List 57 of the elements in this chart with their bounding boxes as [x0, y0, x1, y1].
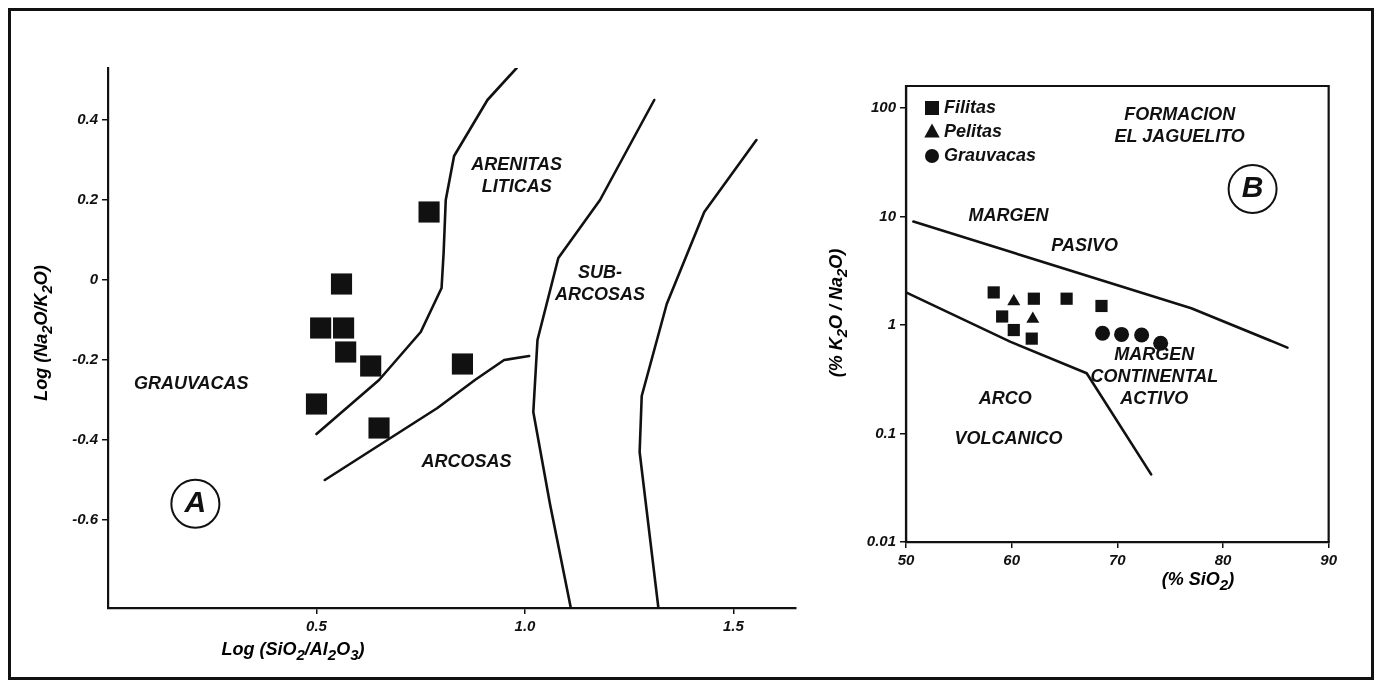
- point: [1027, 292, 1040, 305]
- point: [368, 417, 390, 439]
- point: [1026, 311, 1040, 323]
- y-tick-label: 0.2: [77, 190, 99, 208]
- point: [333, 317, 355, 339]
- legend-label: Grauvacas: [944, 144, 1037, 165]
- y-tick-label: 10: [879, 206, 897, 224]
- x-tick-label: 90: [1320, 551, 1338, 569]
- point: [1114, 326, 1130, 342]
- annotation: PASIVO: [1051, 235, 1118, 256]
- point: [1007, 323, 1020, 337]
- y-tick-label: 0.4: [77, 110, 99, 128]
- point: [987, 286, 1000, 299]
- point: [451, 353, 473, 375]
- annotation: B: [1241, 170, 1264, 204]
- point: [1095, 299, 1108, 313]
- point: [996, 310, 1009, 323]
- annotation: SUB- ARCOSAS: [553, 261, 645, 304]
- annotation: MARGEN CONTINENTAL ACTIVO: [1090, 344, 1219, 409]
- annotation: ARENITAS LITICAS: [470, 153, 563, 196]
- y-tick-label: 1: [887, 315, 896, 333]
- y-tick-label: 0: [89, 270, 99, 288]
- y-tick-label: -0.2: [72, 350, 99, 368]
- y-tick-label: 100: [870, 98, 897, 116]
- annotation: FORMACION EL JAGUELITO: [1114, 103, 1245, 146]
- x-tick-label: 0.5: [306, 617, 328, 635]
- point: [1007, 293, 1021, 306]
- legend-label: Pelitas: [944, 120, 1003, 141]
- x-tick-label: 1.0: [514, 617, 537, 635]
- y-tick-label: -0.4: [72, 430, 99, 448]
- y-tick-label: 0.01: [866, 532, 896, 550]
- legend-label: Filitas: [944, 96, 997, 117]
- annotation: A: [183, 485, 207, 519]
- annotation: ARCOSAS: [420, 451, 512, 472]
- annotation: GRAUVACAS: [133, 372, 249, 393]
- point: [418, 201, 440, 223]
- x-tick-label: 80: [1214, 551, 1232, 569]
- x-tick-label: 60: [1003, 551, 1021, 569]
- point: [360, 355, 382, 377]
- annotation: ARCO: [977, 387, 1032, 408]
- point: [335, 341, 357, 363]
- point: [1134, 327, 1150, 343]
- x-axis-title: (% SiO$_{2}$): [1161, 569, 1235, 593]
- point: [1025, 332, 1038, 345]
- point: [330, 273, 353, 295]
- point: [310, 317, 332, 339]
- y-tick-label: -0.6: [72, 510, 99, 528]
- annotation: MARGEN: [968, 205, 1050, 226]
- x-tick-label: 70: [1108, 551, 1127, 569]
- x-axis-title: Log (SiO$_{2}$/Al$_{2}$O$_{3}$): [221, 639, 365, 663]
- annotation: VOLCANICO: [954, 427, 1063, 448]
- point: [1060, 292, 1073, 305]
- point: [1095, 325, 1111, 341]
- x-tick-label: 50: [897, 551, 915, 569]
- x-tick-label: 1.5: [723, 617, 745, 635]
- point: [305, 393, 328, 415]
- y-tick-label: 0.1: [875, 423, 896, 441]
